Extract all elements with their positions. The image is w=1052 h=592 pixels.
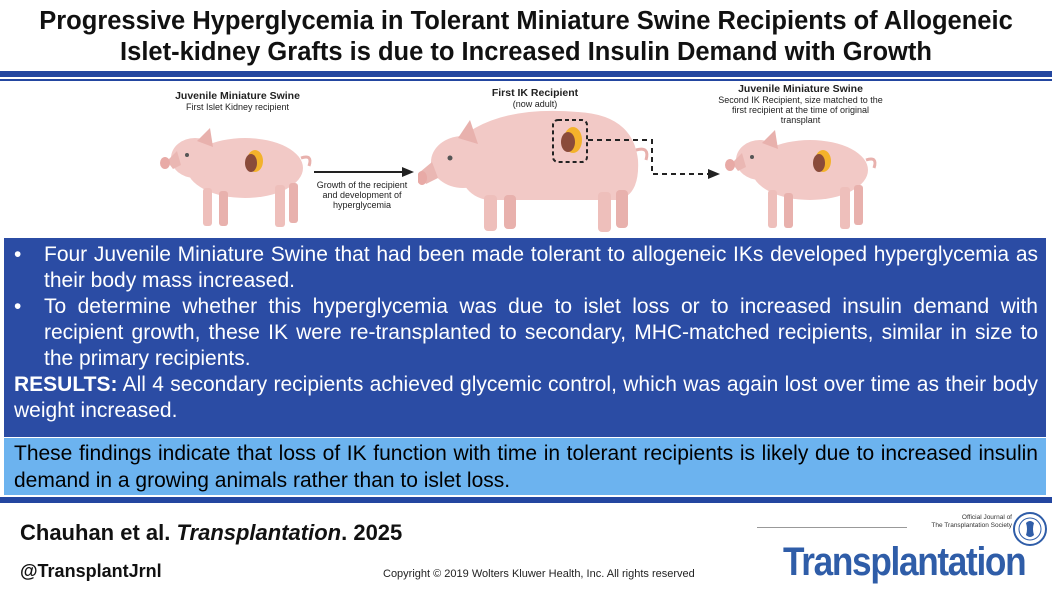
- twitter-handle[interactable]: @TransplantJrnl: [20, 561, 162, 581]
- journal-logo: Transplantation: [783, 540, 1027, 584]
- bullet-item: • Four Juvenile Miniature Swine that had…: [14, 242, 1038, 294]
- results-paragraph: RESULTS: All 4 secondary recipients achi…: [14, 372, 1038, 424]
- title-rule: [0, 71, 1052, 77]
- citation-journal: Transplantation: [176, 520, 342, 545]
- panel2-subtitle: (now adult): [512, 99, 558, 109]
- official-journal-label: Official Journal of The Transplantation …: [900, 514, 1012, 530]
- society-seal-icon: [1013, 512, 1047, 546]
- panel1-subtitle: First Islet Kidney recipient: [185, 102, 290, 112]
- bullet-dot-icon: •: [14, 295, 22, 318]
- divider: [757, 527, 907, 528]
- adult-pig-icon: [418, 110, 649, 232]
- panel2-label: First IK Recipient (now adult): [460, 87, 610, 109]
- panel2-title: First IK Recipient: [491, 87, 579, 99]
- panel1-title: Juvenile Miniature Swine: [175, 90, 300, 102]
- conclusion-box: These findings indicate that loss of IK …: [4, 438, 1046, 495]
- title-rule-thin: [0, 79, 1052, 81]
- juvenile-pig-2-icon: [725, 130, 877, 229]
- panel3-subtitle: Second IK Recipient, size matched to the…: [718, 95, 883, 125]
- bullet-dot-icon: •: [14, 243, 22, 266]
- panel1-label: Juvenile Miniature Swine First Islet Kid…: [150, 90, 325, 112]
- panel3-label: Juvenile Miniature Swine Second IK Recip…: [718, 83, 883, 125]
- arrow-label: Growth of the recipient and development …: [316, 180, 408, 210]
- arrow-right-icon: [314, 167, 414, 177]
- juvenile-pig-1-icon: [160, 128, 312, 227]
- footer-rule: [0, 497, 1052, 503]
- official-line-2: The Transplantation Society: [931, 522, 1012, 529]
- summary-box: • Four Juvenile Miniature Swine that had…: [4, 238, 1046, 437]
- bullet-item: • To determine whether this hyperglycemi…: [14, 294, 1038, 372]
- kidney-islet-icon: [245, 150, 263, 172]
- title-line-2: Islet-kidney Grafts is due to Increased …: [120, 38, 932, 66]
- conclusion-text: These findings indicate that loss of IK …: [14, 442, 1038, 492]
- dashed-arrow-icon: [588, 139, 720, 179]
- citation: Chauhan et al. Transplantation. 2025: [20, 520, 402, 546]
- results-text: All 4 secondary recipients achieved glyc…: [14, 373, 1038, 422]
- bullet-text-2: To determine whether this hyperglycemia …: [44, 295, 1038, 370]
- results-label: RESULTS:: [14, 373, 118, 396]
- kidney-islet-icon: [813, 150, 831, 172]
- title-line-1: Progressive Hyperglycemia in Tolerant Mi…: [39, 7, 1013, 35]
- panel3-title: Juvenile Miniature Swine: [738, 83, 863, 95]
- citation-year: . 2025: [341, 520, 403, 545]
- bullet-text-1: Four Juvenile Miniature Swine that had b…: [44, 243, 1038, 292]
- citation-authors: Chauhan et al.: [20, 520, 177, 545]
- kidney-islet-icon: [561, 127, 582, 153]
- page-title: Progressive Hyperglycemia in Tolerant Mi…: [0, 6, 1052, 68]
- copyright-notice: Copyright © 2019 Wolters Kluwer Health, …: [383, 568, 695, 580]
- official-line-1: Official Journal of: [961, 514, 1012, 521]
